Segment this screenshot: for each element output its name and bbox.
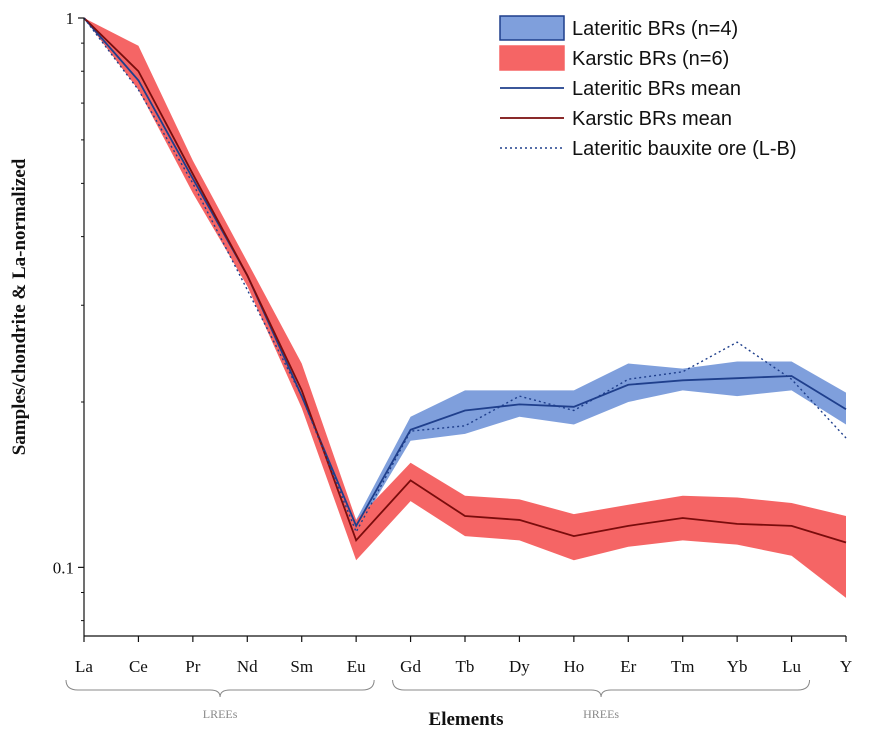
plot-area: [83, 17, 847, 598]
x-tick-label-la: La: [75, 657, 93, 676]
legend-swatch-2: [499, 45, 565, 71]
y-axis-title: Samples/chondrite & La-normalized: [9, 158, 30, 455]
legend-label-5: Lateritic bauxite ore (L-B): [572, 138, 797, 160]
group-brace-2: [392, 679, 811, 698]
y-tick-label: 0.1: [53, 558, 74, 577]
y-tick-label: 1: [66, 9, 75, 28]
element-groups: LREEs HREEs: [65, 679, 811, 721]
legend-label-4: Karstic BRs mean: [572, 108, 732, 130]
group-label-hrees: HREEs: [583, 707, 619, 721]
dotted-line-1: [83, 17, 847, 534]
x-tick-label-gd: Gd: [400, 657, 421, 676]
x-tick-label-tm: Tm: [671, 657, 695, 676]
band-2: [84, 18, 846, 598]
legend: Lateritic BRs (n=4) Karstic BRs (n=6) Late…: [499, 15, 797, 160]
x-tick-label-nd: Nd: [237, 657, 258, 676]
x-tick-label-eu: Eu: [347, 657, 366, 676]
x-tick-label-pr: Pr: [185, 657, 200, 676]
x-tick-label-y: Y: [840, 657, 852, 676]
x-tick-label-yb: Yb: [727, 657, 748, 676]
x-tick-label-ce: Ce: [129, 657, 148, 676]
x-tick-label-er: Er: [620, 657, 636, 676]
legend-label-1: Lateritic BRs (n=4): [572, 18, 738, 40]
group-label-lrees: LREEs: [203, 707, 238, 721]
mean-line-2: [83, 17, 847, 544]
axes: Elements Samples/chondrite & La-normaliz…: [9, 9, 852, 729]
x-tick-label-dy: Dy: [509, 657, 530, 676]
x-tick-label-ho: Ho: [563, 657, 584, 676]
x-tick-label-sm: Sm: [290, 657, 313, 676]
legend-label-3: Lateritic BRs mean: [572, 78, 741, 100]
x-tick-label-lu: Lu: [782, 657, 801, 676]
band-1: [84, 18, 846, 532]
legend-label-2: Karstic BRs (n=6): [572, 48, 729, 70]
x-tick-label-tb: Tb: [456, 657, 475, 676]
group-brace-1: [65, 679, 375, 698]
mean-line-1: [83, 17, 847, 528]
legend-swatch-1: [499, 15, 565, 41]
x-axis-title: Elements: [429, 709, 504, 729]
